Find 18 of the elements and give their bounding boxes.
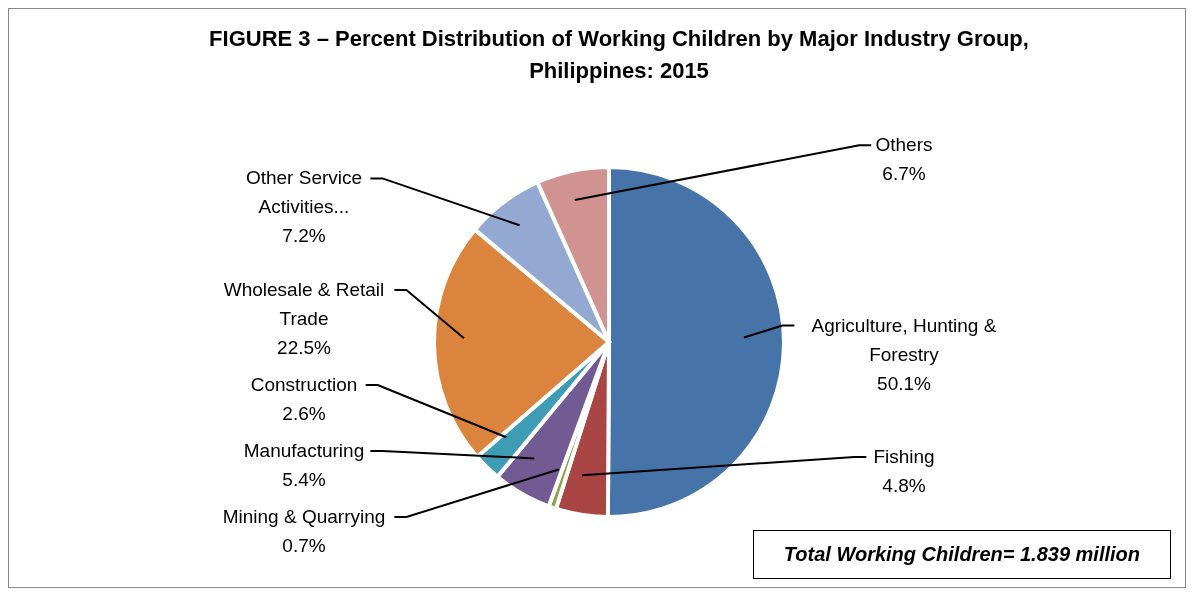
data-label: 22.5%: [277, 337, 332, 358]
slice-label: Agriculture, Hunting & Forestry: [811, 314, 997, 365]
data-label: 0.7%: [282, 535, 326, 556]
chart-title: FIGURE 3 – Percent Distribution of Working Children by Major Industry Group, Philippines: 2015: [208, 25, 1030, 85]
data-label: 7.2%: [282, 225, 326, 247]
slice-label: Wholesale & Retail Trade: [223, 279, 385, 329]
data-label: 50.1%: [877, 372, 932, 394]
slice-label: Construction: [250, 374, 358, 395]
data-label: 2.6%: [282, 403, 326, 424]
data-label: 4.8%: [882, 475, 926, 496]
slice-label: Manufacturing: [243, 440, 365, 461]
slice-label: Others: [875, 134, 933, 156]
data-label: 6.7%: [882, 163, 926, 185]
slice-label: Other Service Activities...: [245, 167, 363, 218]
data-label: 5.4%: [282, 469, 326, 490]
text: Total Working Children= 1.839 million: [752, 530, 1171, 579]
slice-label: Fishing: [873, 446, 935, 467]
slice-label: Mining & Quarrying: [222, 506, 386, 527]
